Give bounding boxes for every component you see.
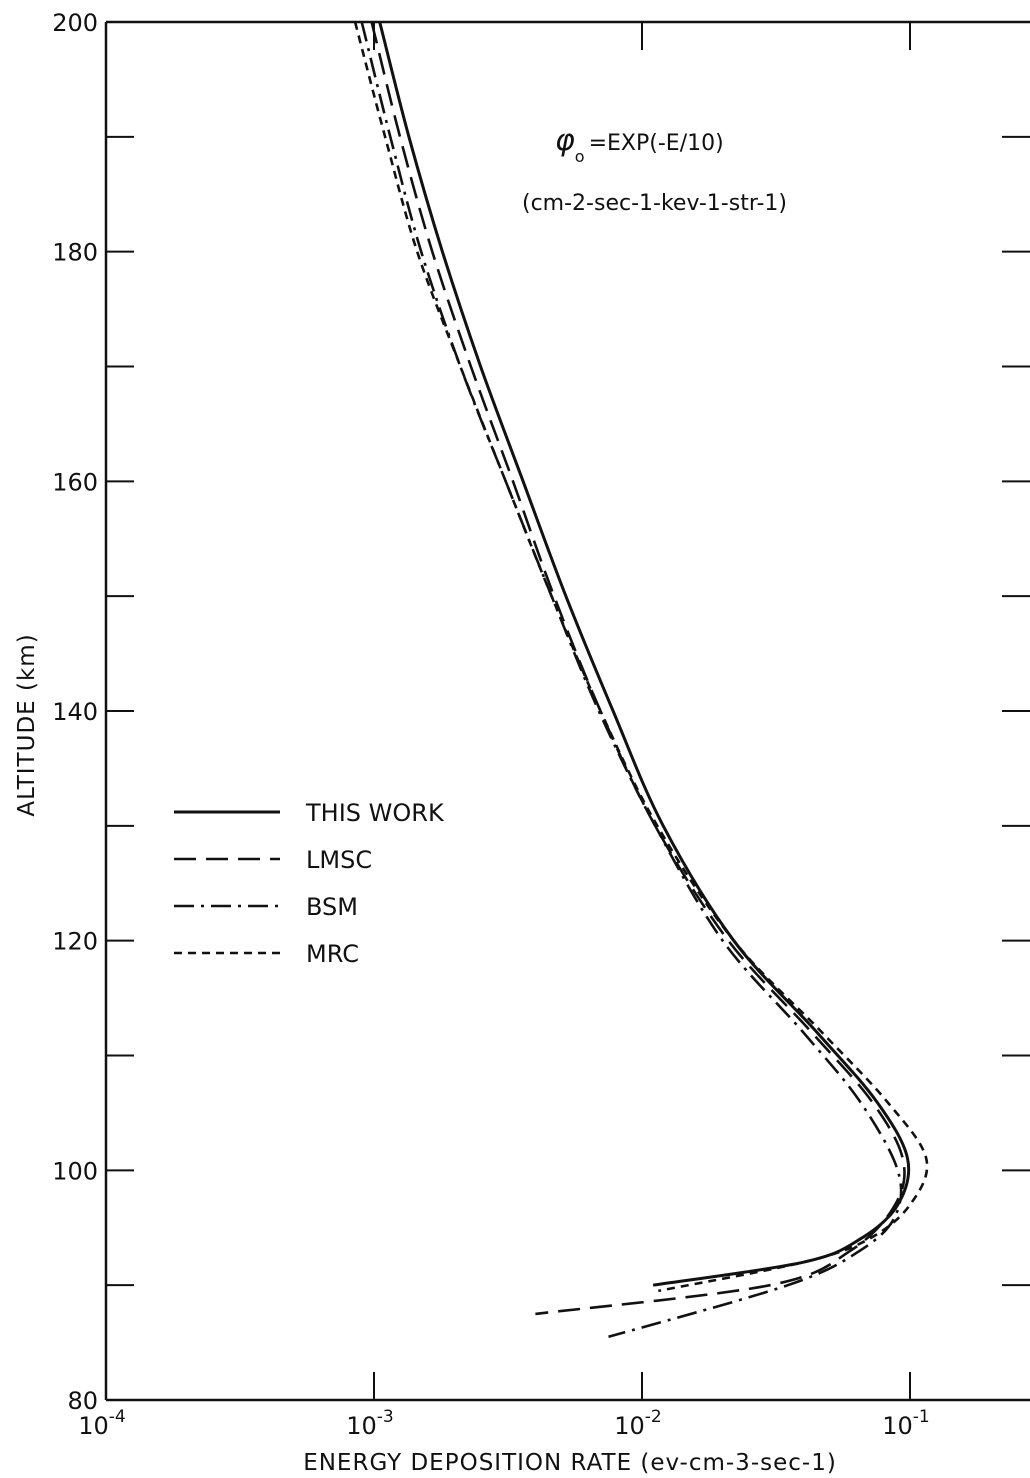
legend: THIS WORK LMSC BSM MRC xyxy=(174,799,445,968)
x-tick-label: 10-1 xyxy=(882,1407,930,1440)
y-axis-ticks: 80 100 120 140 160 180 200 xyxy=(52,9,1030,1415)
legend-label: LMSC xyxy=(306,846,372,874)
units-annotation: (cm-2-sec-1-kev-1-str-1) xyxy=(522,191,787,216)
legend-label: BSM xyxy=(306,893,358,921)
y-tick-label: 160 xyxy=(52,468,98,496)
y-axis-title: ALTITUDE (km) xyxy=(14,633,40,816)
x-tick-label: 10-3 xyxy=(346,1407,394,1440)
x-tick-label: 10-2 xyxy=(614,1407,662,1440)
series-line-mrc xyxy=(353,21,929,1293)
y-tick-label: 100 xyxy=(52,1157,98,1185)
legend-label: MRC xyxy=(306,940,359,968)
y-tick-label: 200 xyxy=(52,9,98,37)
legend-label: THIS WORK xyxy=(305,799,445,827)
x-tick-label: 10-4 xyxy=(78,1407,126,1440)
phi-symbol: φ xyxy=(555,123,575,158)
y-tick-label: 180 xyxy=(52,239,98,267)
series-line-bsm xyxy=(360,21,903,1339)
y-tick-label: 140 xyxy=(52,698,98,726)
x-axis-title: ENERGY DEPOSITION RATE (ev-cm-3-sec-1) xyxy=(303,1450,837,1476)
phi-subscript: o xyxy=(575,147,585,166)
series-layer xyxy=(353,21,929,1339)
y-tick-label: 80 xyxy=(67,1387,98,1415)
formula-text: =EXP(-E/10) xyxy=(589,131,724,156)
y-tick-label: 120 xyxy=(52,928,98,956)
series-line-this-work xyxy=(378,21,911,1287)
plot-frame xyxy=(104,20,1030,1402)
formula-annotation: φo=EXP(-E/10) xyxy=(555,123,724,166)
x-axis-ticks: 10-4 10-3 10-2 10-1 xyxy=(78,22,930,1440)
